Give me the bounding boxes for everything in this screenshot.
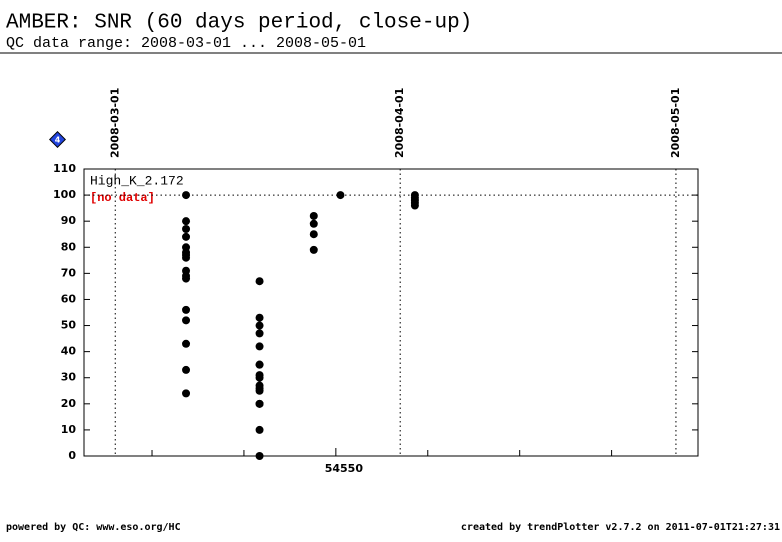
point <box>182 316 191 325</box>
point <box>182 225 191 234</box>
point <box>255 360 264 369</box>
point <box>410 201 419 210</box>
y-tick-label: 50 <box>61 319 77 332</box>
y-tick-label: 90 <box>61 214 77 227</box>
y-tick-label: 40 <box>61 345 77 358</box>
point <box>182 339 191 348</box>
point <box>255 342 264 351</box>
y-tick-label: 30 <box>61 371 77 384</box>
point <box>255 399 264 408</box>
no-data-note: [no data] <box>90 191 155 205</box>
point <box>309 219 318 228</box>
point <box>182 274 191 283</box>
point <box>309 230 318 239</box>
footer-right: created by trendPlotter v2.7.2 on 2011-0… <box>461 522 780 533</box>
badge-icon <box>49 131 66 148</box>
date-label: 2008-04-01 <box>393 88 406 158</box>
point <box>255 277 264 286</box>
chart-subtitle: QC data range: 2008-03-01 ... 2008-05-01 <box>6 35 366 52</box>
point <box>182 389 191 398</box>
point <box>182 305 191 314</box>
y-tick-label: 100 <box>53 188 76 201</box>
point <box>255 329 264 338</box>
date-label: 2008-03-01 <box>108 88 121 158</box>
y-tick-label: 60 <box>61 292 77 305</box>
badge-text: 4 <box>55 136 61 145</box>
date-label: 2008-05-01 <box>669 88 682 158</box>
point <box>255 313 264 322</box>
footer-left: powered by QC: www.eso.org/HC <box>6 522 181 533</box>
y-tick-label: 0 <box>68 449 76 462</box>
point <box>309 245 318 254</box>
point <box>255 373 264 382</box>
point <box>182 217 191 226</box>
point <box>255 321 264 330</box>
point <box>182 253 191 262</box>
y-tick-label: 70 <box>61 266 77 279</box>
point <box>182 191 191 200</box>
y-tick-label: 110 <box>53 162 76 175</box>
point <box>255 386 264 395</box>
point <box>182 232 191 241</box>
point <box>336 191 345 200</box>
point <box>309 211 318 220</box>
y-tick-label: 20 <box>61 397 77 410</box>
chart-title: AMBER: SNR (60 days period, close-up) <box>6 12 472 35</box>
point <box>255 452 264 460</box>
y-tick-label: 10 <box>61 423 77 436</box>
series-label: High_K_2.172 <box>90 173 184 188</box>
point <box>182 365 191 374</box>
x-tick-label: 54550 <box>325 462 364 475</box>
y-tick-label: 80 <box>61 240 77 253</box>
point <box>255 425 264 434</box>
plot-frame <box>83 168 699 457</box>
